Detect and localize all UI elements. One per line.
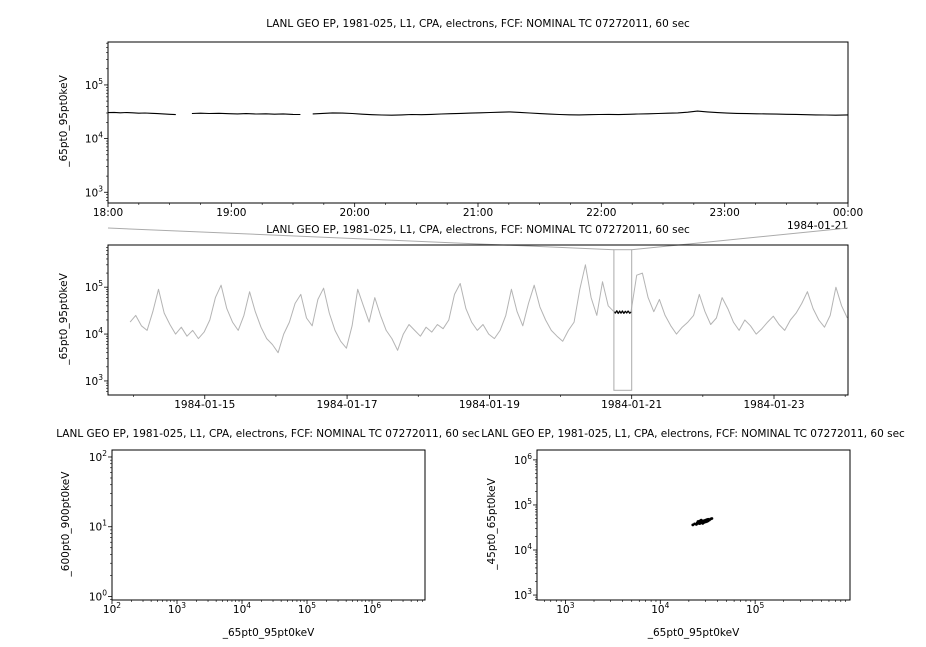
log-tick-label: 105: [514, 497, 532, 512]
bl-axes: 102 103 104 105 106 100 101 102: [89, 449, 426, 616]
log-tick-label: 103: [514, 587, 532, 602]
bottom-right-chart-title: LANL GEO EP, 1981-025, L1, CPA, electron…: [481, 428, 905, 440]
bottom-left-y-axis-label: _600pt0_900pt0keV: [60, 471, 72, 577]
x-axis-date-annotation: 1984-01-21: [787, 220, 848, 232]
log-tick-label: 103: [556, 601, 574, 616]
log-tick-label: 104: [233, 601, 251, 616]
x-tick-label: 20:00: [340, 207, 370, 219]
x-tick-label: 00:00: [833, 207, 863, 219]
x-tick-label: 1984-01-23: [743, 399, 804, 411]
zoom-connector-right: [631, 227, 849, 251]
log-tick-label: 104: [514, 542, 532, 557]
log-tick-label: 100: [89, 589, 107, 604]
x-tick-label: 1984-01-21: [601, 399, 662, 411]
x-tick-label: 1984-01-17: [317, 399, 378, 411]
x-tick-label: 18:00: [93, 207, 123, 219]
log-tick-label: 102: [89, 449, 107, 464]
log-tick-label: 103: [85, 373, 103, 388]
zoom-window-indicator[interactable]: [107, 227, 849, 391]
bottom-left-x-axis-label: _65pt0_95pt0keV: [222, 627, 315, 639]
x-tick-label: 1984-01-19: [459, 399, 520, 411]
zoom-connector-left: [107, 227, 614, 251]
bottom-right-y-axis-label: _45pt0_65pt0keV: [486, 478, 498, 570]
log-tick-label: 104: [651, 601, 669, 616]
br-scatter-series: [691, 517, 714, 527]
log-tick-label: 106: [363, 601, 381, 616]
top-plot: 18:00 19:00 20:00 21:00 22:00 23:00 00:001984-…: [85, 41, 863, 232]
mid-y-axis-label: _65pt0_95pt0keV: [58, 273, 70, 365]
br-plot: 103 104 105 103 104 105 106: [514, 449, 851, 616]
mid-chart-title: LANL GEO EP, 1981-025, L1, CPA, electron…: [266, 224, 690, 236]
x-tick-label: 22:00: [586, 207, 616, 219]
log-tick-label: 103: [168, 601, 186, 616]
x-tick-label: 23:00: [710, 207, 740, 219]
x-tick-label: 21:00: [463, 207, 493, 219]
log-tick-label: 104: [85, 131, 103, 146]
top-axes: 18:00 19:00 20:00 21:00 22:00 23:00 00:001984-…: [85, 41, 863, 232]
mid-plot: 1984-01-15 1984-01-17 1984-01-19 1984-01-21…: [85, 227, 849, 411]
mid-line-series-0: [129, 264, 848, 354]
top-y-axis-label: _65pt0_95pt0keV: [58, 75, 70, 167]
log-tick-label: 106: [514, 452, 532, 467]
mid-axes: 1984-01-15 1984-01-17 1984-01-19 1984-01-21…: [85, 244, 849, 411]
br-axes: 103 104 105 103 104 105 106: [514, 449, 851, 616]
log-tick-label: 102: [103, 601, 121, 616]
bl-plot: 102 103 104 105 106 100 101 102: [89, 449, 426, 616]
log-tick-label: 101: [89, 519, 107, 534]
mid-line-series-1: [613, 310, 632, 315]
log-tick-label: 103: [85, 184, 103, 199]
log-tick-label: 104: [85, 326, 103, 341]
x-tick-label: 19:00: [216, 207, 246, 219]
top-chart-title: LANL GEO EP, 1981-025, L1, CPA, electron…: [266, 18, 690, 30]
log-tick-label: 105: [298, 601, 316, 616]
bottom-left-chart-title: LANL GEO EP, 1981-025, L1, CPA, electron…: [56, 428, 480, 440]
bottom-right-x-axis-label: _65pt0_95pt0keV: [647, 627, 740, 639]
log-tick-label: 105: [85, 279, 103, 294]
x-tick-label: 1984-01-15: [174, 399, 235, 411]
top-line-series-0: [107, 110, 849, 116]
log-tick-label: 105: [85, 77, 103, 92]
log-tick-label: 105: [746, 601, 764, 616]
